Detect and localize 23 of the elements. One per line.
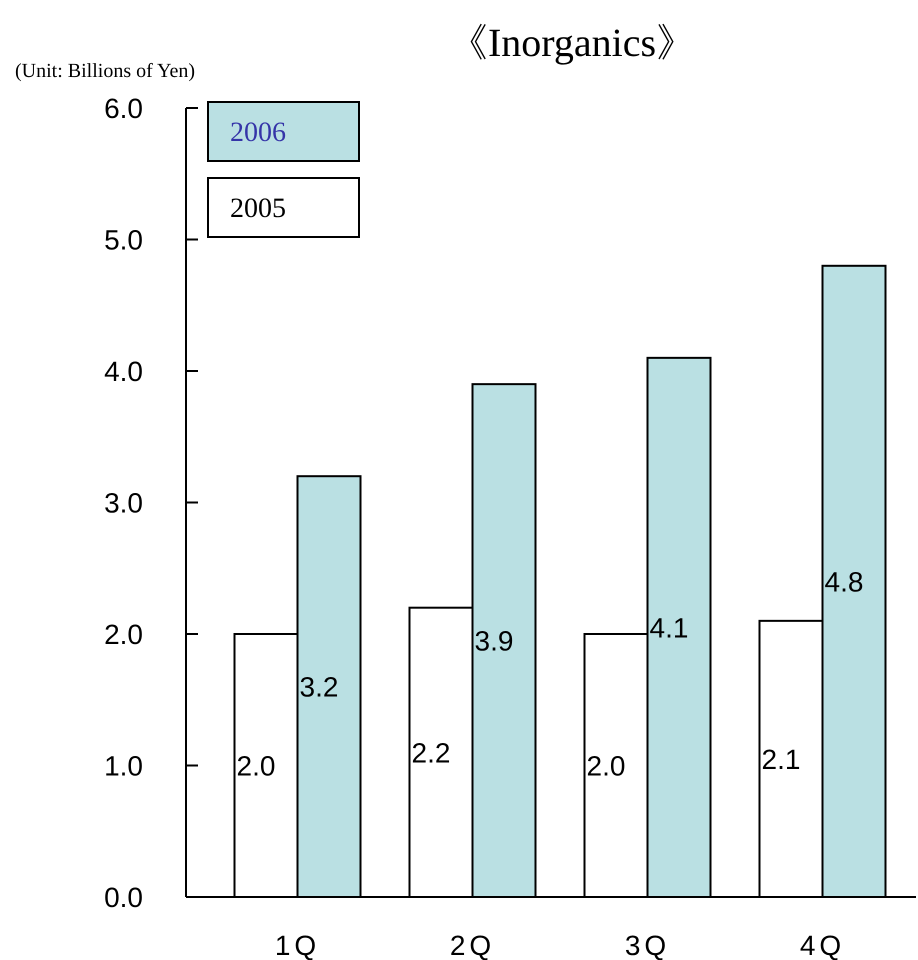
data-label: 3.9: [474, 626, 514, 657]
title: 《Inorganics》: [448, 20, 696, 65]
data-label: 2.0: [586, 750, 626, 782]
tick-label: 3.0: [104, 488, 143, 518]
tick-label: 1.0: [104, 750, 143, 782]
tick-label: 6.0: [104, 93, 143, 124]
legend-label: 2005: [230, 193, 286, 224]
annotation: (Unit: Billions of Yen): [15, 60, 196, 82]
data-label: 3.2: [300, 672, 338, 703]
tick-label: 2.0: [104, 619, 143, 650]
category-label: 3Q: [624, 930, 670, 960]
data-label: 2.1: [762, 744, 800, 775]
data-label: 2.0: [236, 750, 276, 782]
data-label: 4.1: [650, 612, 688, 644]
category-label: 4Q: [800, 930, 846, 960]
tick-label: 4.0: [104, 356, 143, 387]
tick-label: 5.0: [104, 224, 143, 256]
category-label: 1Q: [274, 930, 320, 960]
data-label: 2.2: [412, 737, 450, 768]
legend-label: 2006: [230, 117, 286, 148]
category-label: 2Q: [450, 930, 496, 960]
data-label: 4.8: [824, 566, 864, 598]
tick-label: 0.0: [104, 882, 143, 913]
